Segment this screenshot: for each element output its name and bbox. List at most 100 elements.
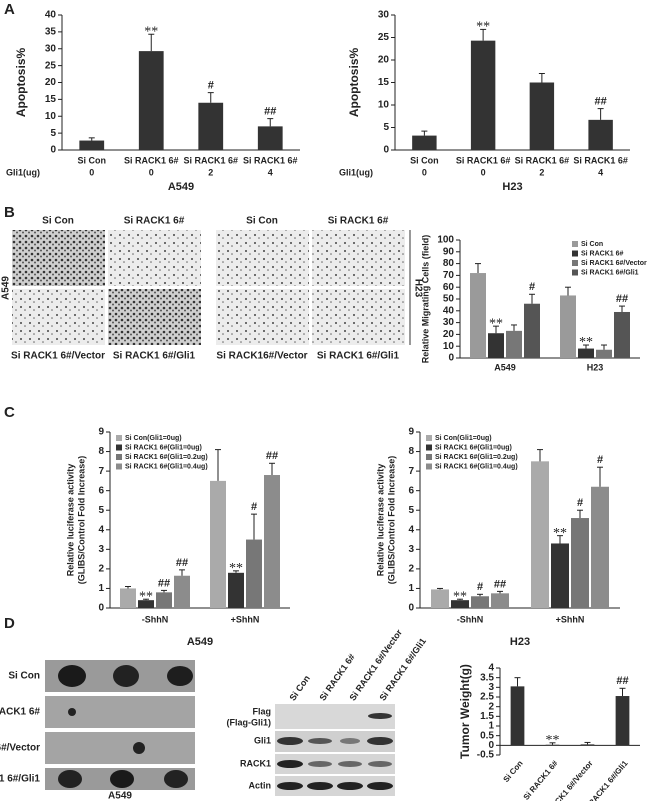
- legend-swatch: [116, 463, 122, 470]
- blot-label: (Flag-Gli1): [227, 717, 272, 727]
- row-label: Si Con: [8, 671, 40, 682]
- significance-mark: **: [579, 335, 593, 350]
- x-axis-label: A549: [187, 636, 213, 648]
- y-tick-label: 4: [408, 524, 414, 535]
- legend-label: Si Con(Gli1=0ug): [125, 435, 182, 442]
- legend-label: Si RACK1 6#(Gli1=0.2ug): [435, 454, 518, 461]
- bar: [138, 600, 154, 608]
- bar: [451, 600, 469, 608]
- panel-label: D: [4, 615, 15, 632]
- y-axis-label: Tumor Weight(g): [458, 664, 472, 759]
- bar: [524, 303, 540, 358]
- bar: [571, 518, 589, 608]
- legend-label: Si RACK1 6#(Gli1=0ug): [125, 444, 202, 451]
- lane-label: Si Con: [287, 673, 312, 702]
- y-tick-label: 40: [443, 305, 455, 316]
- y-tick-label: 2: [488, 701, 494, 712]
- y-tick-label: 20: [45, 77, 57, 88]
- significance-mark: #: [529, 281, 535, 293]
- dose-label: 0: [481, 167, 486, 177]
- bar: [431, 589, 449, 608]
- y-tick-label: 1.5: [480, 711, 494, 722]
- bar: [506, 330, 522, 358]
- y-tick-label: 9: [98, 427, 104, 438]
- significance-mark: **: [139, 589, 153, 604]
- y-tick-label: 10: [45, 111, 57, 122]
- y-tick-label: 4: [98, 524, 104, 535]
- legend-label: Si RACK1 6#/Gli1: [581, 269, 639, 276]
- y-tick-label: 0: [488, 740, 494, 751]
- legend-swatch: [426, 454, 432, 460]
- legend-label: Si Con: [581, 241, 603, 248]
- y-tick-label: 20: [378, 55, 390, 66]
- bar: [470, 40, 496, 150]
- bar: [120, 588, 136, 608]
- bar: [615, 696, 630, 746]
- legend-swatch: [116, 444, 122, 451]
- y-tick-label: 9: [408, 427, 414, 438]
- y-tick-label: 3.5: [480, 672, 494, 683]
- x-axis-label: H23: [502, 181, 522, 193]
- y-tick-label: 0: [98, 603, 104, 614]
- x-axis-label: A549: [168, 181, 194, 193]
- significance-mark: **: [229, 561, 243, 576]
- x-tick-label: Si RACK1 6#: [515, 155, 570, 165]
- micrograph: [12, 289, 105, 345]
- x-axis-label: H23: [510, 636, 530, 648]
- x-tick-label: +ShhN: [231, 614, 260, 624]
- micrograph: [312, 289, 405, 345]
- y-axis-label: Relative luciferase activity: [65, 464, 75, 577]
- x-tick-label: Si Con: [78, 155, 107, 165]
- cell-line-label: A549: [108, 791, 132, 801]
- x-tick-label: H23: [587, 362, 604, 372]
- significance-mark: ##: [494, 578, 506, 590]
- y-tick-label: 30: [443, 317, 455, 328]
- y-axis-label: Apoptosis%: [347, 48, 361, 118]
- panel-label: A: [4, 1, 15, 18]
- bar: [138, 51, 164, 150]
- significance-mark: **: [553, 526, 567, 541]
- x-tick-label: Si RACK1 6#: [573, 155, 628, 165]
- significance-mark: #: [597, 454, 603, 466]
- cell-line-label: H23: [412, 279, 423, 298]
- image-label: Si RACK1 6#/Gli1: [317, 351, 400, 362]
- bar: [470, 273, 486, 358]
- y-tick-label: 30: [45, 43, 57, 54]
- y-tick-label: 5: [98, 505, 104, 516]
- significance-mark: **: [453, 589, 467, 604]
- y-tick-label: 60: [443, 282, 455, 293]
- dose-row-label: Gli1(ug): [6, 167, 40, 177]
- bar: [471, 596, 489, 608]
- legend-swatch: [116, 435, 122, 441]
- y-tick-label: 50: [443, 294, 455, 305]
- bar: [246, 539, 262, 608]
- image-label: Si RACK1 6#/Gli1: [113, 351, 196, 362]
- dose-label: 0: [422, 167, 427, 177]
- image-label: Si RACK1 6#: [328, 216, 389, 227]
- dose-label: 0: [149, 167, 154, 177]
- y-tick-label: 6: [408, 485, 414, 496]
- bar: [551, 543, 569, 608]
- y-tick-label: 40: [45, 10, 57, 21]
- blot-label: RACK1: [240, 758, 271, 768]
- bar: [596, 349, 612, 358]
- y-tick-label: 5: [408, 505, 414, 516]
- y-tick-label: 0: [50, 145, 56, 156]
- image-label: Si RACK16#/Vector: [216, 351, 307, 362]
- significance-mark: ##: [176, 557, 188, 569]
- bar: [228, 572, 244, 608]
- y-tick-label: 0: [383, 145, 389, 156]
- micrograph: [108, 230, 201, 286]
- y-tick-label: 1: [488, 721, 494, 732]
- bar: [79, 140, 105, 150]
- y-tick-label: 30: [378, 10, 390, 21]
- x-tick-label: Si RACK1 6#: [243, 155, 298, 165]
- micrograph: [216, 289, 309, 345]
- significance-mark: **: [476, 20, 490, 35]
- y-tick-label: 35: [45, 27, 57, 38]
- bar: [257, 126, 283, 150]
- bar: [578, 348, 594, 358]
- panel-label: B: [4, 204, 15, 221]
- legend-label: Si RACK1 6#(Gli1=0.4ug): [435, 463, 518, 470]
- bar: [545, 744, 560, 746]
